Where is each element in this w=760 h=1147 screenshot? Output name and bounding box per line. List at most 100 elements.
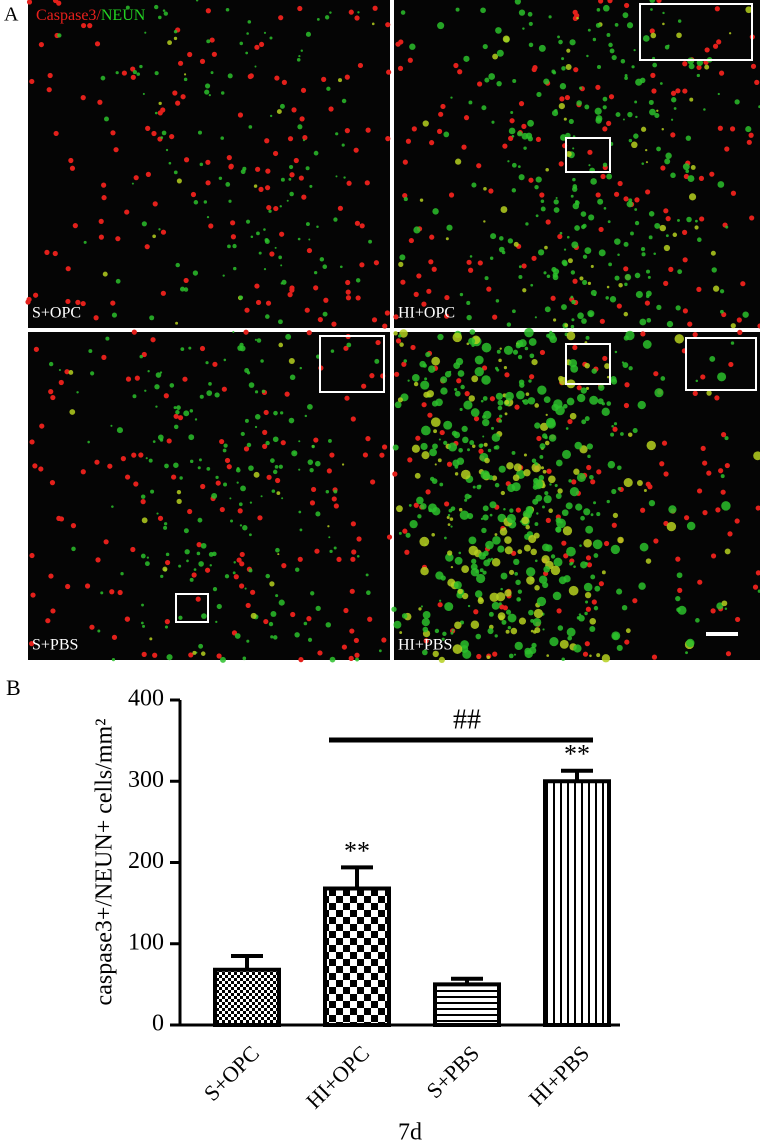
green-cell bbox=[536, 512, 539, 515]
green-cell bbox=[563, 403, 568, 409]
green-cell bbox=[682, 163, 690, 171]
red-cell bbox=[337, 205, 344, 211]
green-cell bbox=[269, 114, 273, 118]
red-cell bbox=[381, 444, 388, 450]
red-cell bbox=[326, 468, 332, 474]
green-cell bbox=[326, 86, 331, 91]
red-cell bbox=[313, 285, 319, 291]
red-cell bbox=[125, 376, 132, 382]
green-cell bbox=[549, 637, 559, 647]
inset-box bbox=[175, 593, 209, 623]
green-cell bbox=[411, 373, 420, 382]
green-cell bbox=[624, 73, 628, 77]
green-cell bbox=[587, 28, 591, 32]
green-cell bbox=[652, 62, 658, 68]
green-cell bbox=[499, 414, 503, 418]
green-cell bbox=[646, 440, 656, 451]
x-tick-label: HI+PBS bbox=[524, 1040, 595, 1111]
green-cell bbox=[645, 558, 652, 564]
green-cell bbox=[616, 588, 623, 595]
red-cell bbox=[634, 197, 640, 203]
green-cell bbox=[178, 615, 183, 620]
green-cell bbox=[630, 231, 634, 236]
red-cell bbox=[195, 596, 201, 602]
green-cell bbox=[471, 182, 477, 188]
green-cell bbox=[250, 612, 257, 619]
green-cell bbox=[216, 603, 222, 610]
green-cell bbox=[460, 384, 465, 390]
green-cell bbox=[247, 20, 252, 24]
green-cell bbox=[265, 573, 270, 579]
green-cell bbox=[125, 5, 130, 10]
green-cell bbox=[239, 524, 243, 527]
green-cell bbox=[521, 132, 529, 140]
green-cell bbox=[653, 252, 656, 256]
green-cell bbox=[581, 224, 586, 230]
red-cell bbox=[262, 429, 268, 435]
red-cell bbox=[32, 463, 38, 469]
green-cell bbox=[545, 417, 556, 428]
green-cell bbox=[606, 173, 613, 180]
green-cell bbox=[280, 411, 284, 415]
green-cell bbox=[607, 460, 616, 469]
green-cell bbox=[503, 345, 514, 355]
green-cell bbox=[431, 356, 441, 366]
green-cell bbox=[453, 581, 462, 590]
green-cell bbox=[275, 547, 280, 553]
red-cell bbox=[52, 250, 58, 257]
green-cell bbox=[503, 366, 508, 370]
green-cell bbox=[613, 422, 618, 426]
green-cell bbox=[512, 309, 516, 314]
red-cell bbox=[328, 106, 334, 112]
green-cell bbox=[335, 175, 338, 178]
green-cell bbox=[420, 605, 423, 608]
green-cell bbox=[572, 147, 575, 150]
green-cell bbox=[587, 281, 592, 286]
green-cell bbox=[490, 557, 494, 561]
red-cell bbox=[131, 452, 137, 458]
green-cell bbox=[120, 572, 124, 576]
green-cell bbox=[534, 184, 539, 190]
green-cell bbox=[461, 565, 470, 574]
green-cell bbox=[654, 112, 660, 119]
green-cell bbox=[556, 518, 566, 529]
green-cell bbox=[145, 457, 148, 460]
green-cell bbox=[309, 184, 313, 188]
red-cell bbox=[130, 546, 136, 553]
y-tick-label: 400 bbox=[128, 686, 164, 712]
red-cell bbox=[70, 523, 77, 529]
green-cell bbox=[322, 264, 328, 269]
red-cell bbox=[481, 365, 488, 371]
green-cell bbox=[468, 494, 472, 499]
green-cell bbox=[460, 469, 471, 480]
green-cell bbox=[578, 614, 585, 622]
green-cell bbox=[543, 396, 551, 403]
green-cell bbox=[531, 458, 537, 463]
green-cell bbox=[263, 31, 267, 34]
green-cell bbox=[506, 513, 516, 524]
green-cell bbox=[189, 459, 194, 464]
green-cell bbox=[571, 241, 579, 249]
green-cell bbox=[676, 32, 682, 39]
green-cell bbox=[551, 267, 557, 273]
green-cell bbox=[265, 314, 270, 319]
green-cell bbox=[518, 9, 526, 16]
green-cell bbox=[156, 512, 159, 515]
green-cell bbox=[555, 526, 562, 533]
red-cell bbox=[613, 191, 620, 197]
green-cell bbox=[163, 525, 168, 530]
red-cell bbox=[160, 229, 167, 235]
red-cell bbox=[437, 602, 443, 608]
green-cell bbox=[537, 385, 547, 395]
green-cell bbox=[606, 285, 610, 289]
red-cell bbox=[436, 128, 443, 134]
green-cell bbox=[204, 83, 211, 89]
red-cell bbox=[466, 259, 472, 265]
green-cell bbox=[508, 653, 514, 659]
green-cell bbox=[720, 474, 725, 479]
green-cell bbox=[421, 451, 430, 460]
green-cell bbox=[400, 10, 406, 15]
green-cell bbox=[440, 376, 448, 384]
green-cell bbox=[596, 8, 601, 12]
micrograph bbox=[394, 0, 760, 328]
